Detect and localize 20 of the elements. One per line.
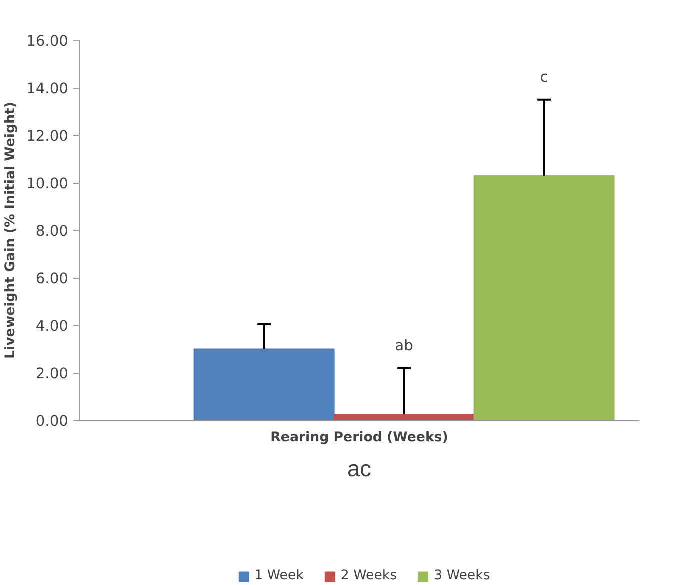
annotation: c (540, 68, 548, 86)
x-axis-title: Rearing Period (Weeks) (270, 430, 448, 446)
legend-label: 3 Weeks (434, 568, 490, 584)
bar (194, 348, 335, 420)
bar (334, 414, 475, 420)
y-tick-label: 2.00 (36, 366, 69, 382)
y-tick-label: 12.00 (26, 128, 69, 145)
y-tick-label: 8.00 (36, 223, 69, 240)
y-tick-label: 10.00 (26, 176, 69, 192)
y-tick-label: 4.00 (36, 318, 69, 335)
y-tick-label: 6.00 (36, 270, 69, 288)
text: ac (348, 456, 372, 482)
y-tick-label: 0.00 (36, 413, 69, 430)
y-tick-label: 16.00 (26, 33, 69, 50)
y-axis-title: Liveweight Gain (% Initial Weight) (4, 102, 19, 359)
y-tick-label: 14.00 (26, 80, 69, 98)
legend-label: 2 Weeks (340, 568, 398, 584)
legend-label: 1 Week (254, 568, 304, 584)
bar (474, 175, 615, 420)
annotation: ab (395, 337, 414, 354)
